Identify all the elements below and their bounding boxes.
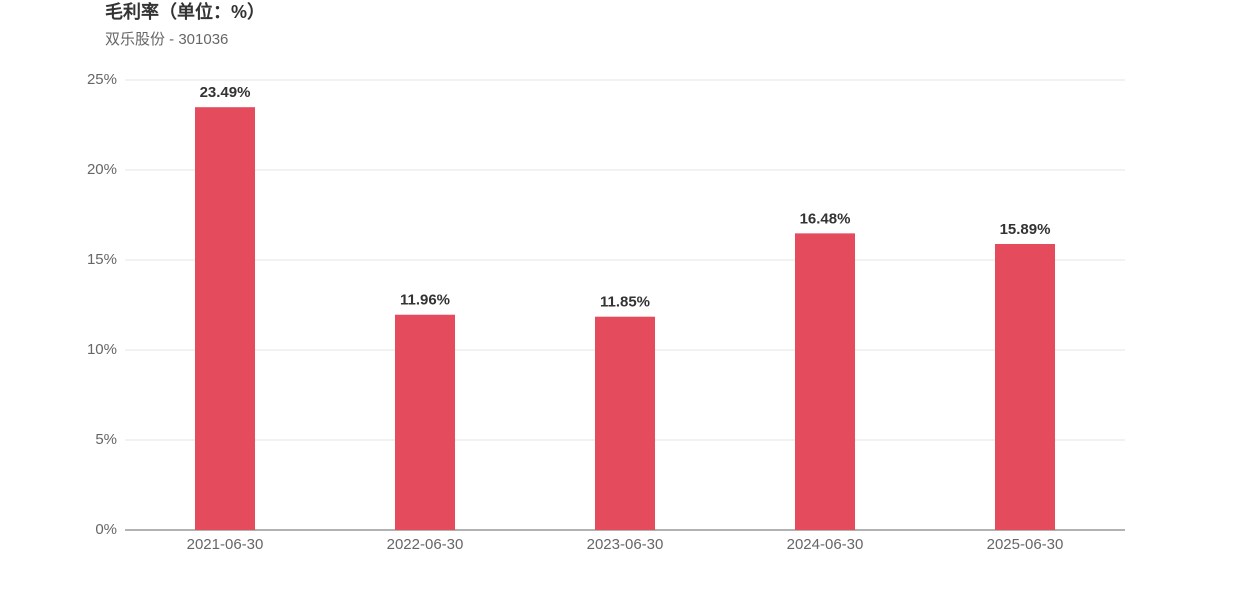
bar <box>595 316 655 530</box>
data-label: 11.96% <box>400 292 450 309</box>
chart-title: 毛利率（单位：%） <box>105 1 265 22</box>
x-tick-label: 2024-06-30 <box>787 536 864 553</box>
y-tick-label: 0% <box>95 521 117 538</box>
bar <box>195 107 255 531</box>
y-tick-label: 5% <box>95 431 117 448</box>
chart-subtitle: 双乐股份 - 301036 <box>105 31 228 48</box>
bar <box>995 243 1055 531</box>
y-tick-label: 20% <box>87 161 117 178</box>
data-label: 16.48% <box>800 210 851 227</box>
y-tick-label: 25% <box>87 71 117 88</box>
bar <box>795 233 855 531</box>
data-label: 23.49% <box>200 84 251 101</box>
y-tick-label: 15% <box>87 251 117 268</box>
x-tick-label: 2023-06-30 <box>587 536 664 553</box>
data-label: 11.85% <box>600 294 650 311</box>
y-tick-label: 10% <box>87 341 117 358</box>
x-tick-label: 2021-06-30 <box>187 536 264 553</box>
x-tick-label: 2025-06-30 <box>987 536 1064 553</box>
bar <box>395 314 455 530</box>
data-label: 15.89% <box>1000 221 1051 238</box>
x-tick-label: 2022-06-30 <box>387 536 464 553</box>
